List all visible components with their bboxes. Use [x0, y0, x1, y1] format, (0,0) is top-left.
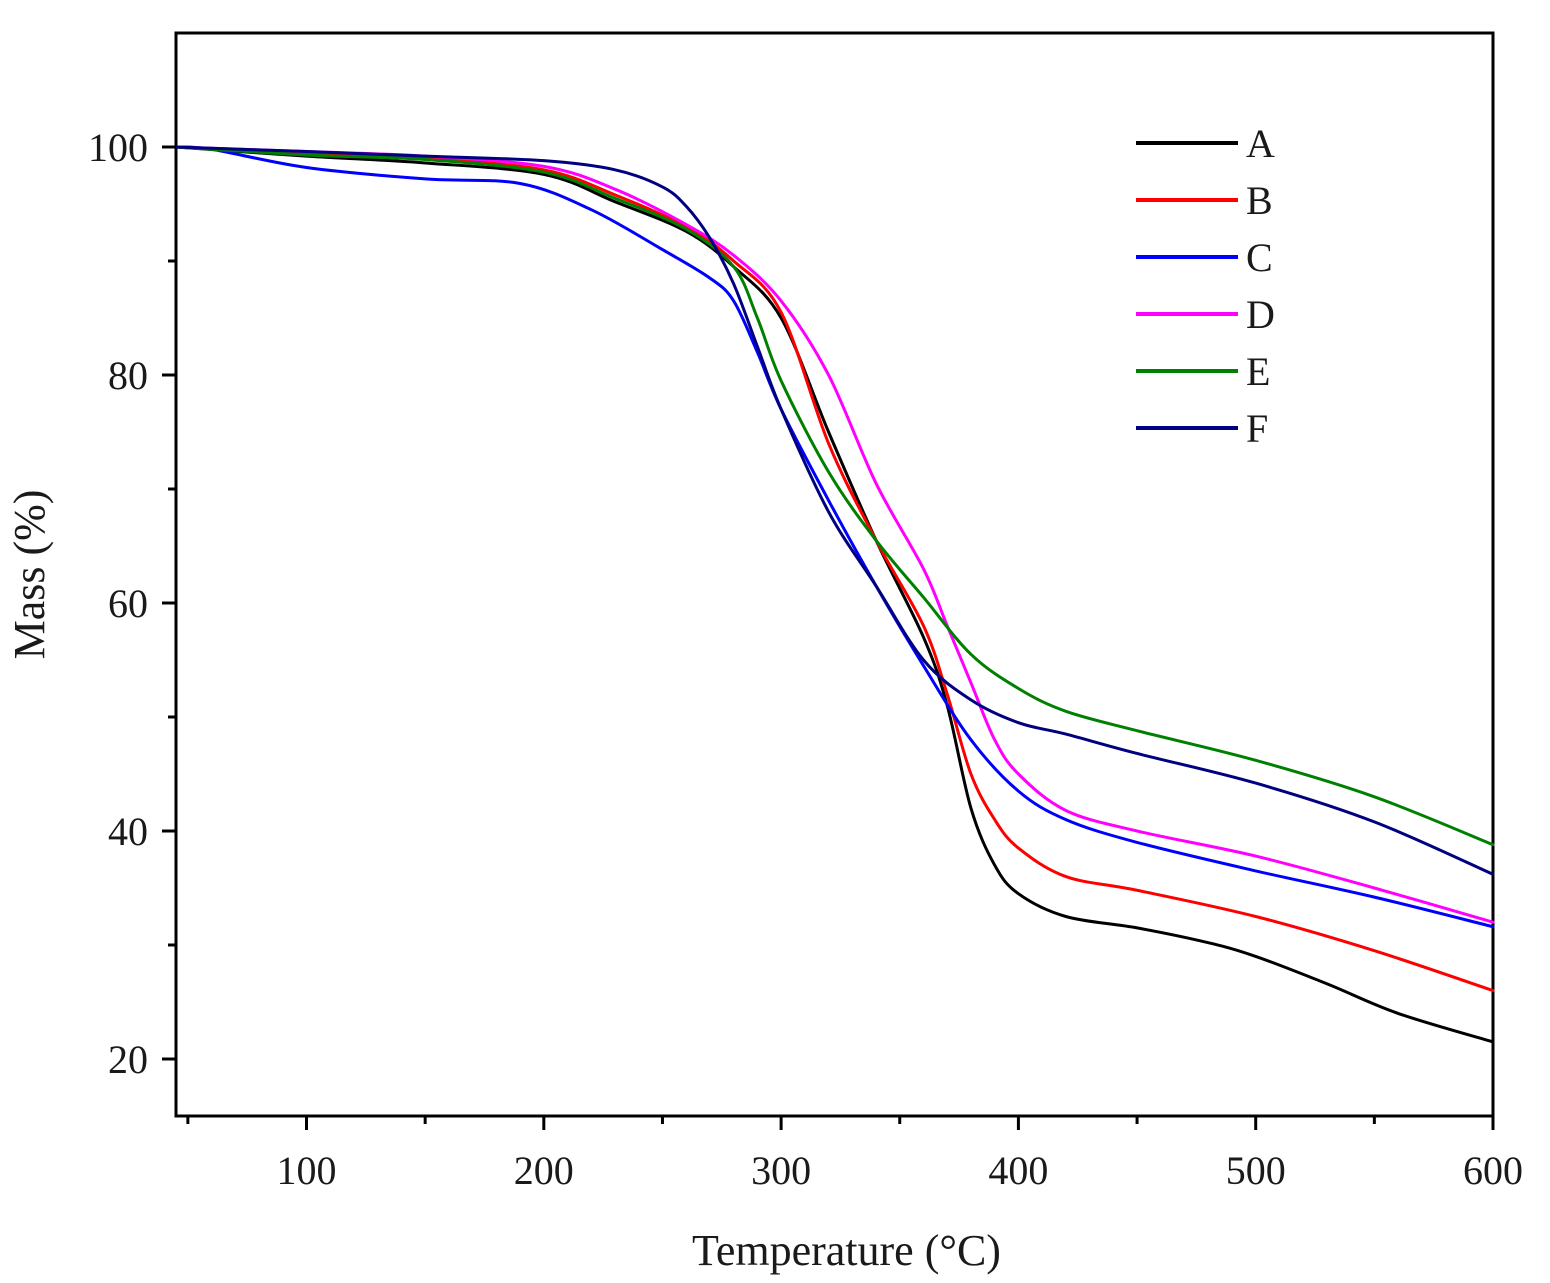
y-tick-label: 20: [108, 1037, 148, 1082]
plot-area: 100 200 300 400 500 600 20 40 60 80 100: [88, 31, 1523, 1193]
legend-item-b: B: [1136, 178, 1273, 223]
legend-label: E: [1246, 349, 1270, 394]
x-axis-title: Temperature (°C): [692, 1226, 1001, 1275]
legend-label: F: [1246, 406, 1268, 451]
y-axis-ticks: 20 40 60 80 100: [88, 125, 176, 1082]
x-tick-label: 300: [751, 1148, 811, 1193]
series-group: [174, 145, 1495, 1044]
legend-item-a: A: [1136, 121, 1275, 166]
legend-item-f: F: [1136, 406, 1268, 451]
plot-frame: [174, 31, 1495, 1118]
y-axis-title: Mass (%): [5, 490, 54, 660]
legend-label: A: [1246, 121, 1275, 166]
series-line-b: [174, 145, 1495, 993]
legend-label: C: [1246, 235, 1273, 280]
legend-label: D: [1246, 292, 1275, 337]
x-axis-ticks: 100 200 300 400 500 600: [186, 1116, 1523, 1193]
y-tick-label: 40: [108, 809, 148, 854]
x-tick-label: 400: [988, 1148, 1048, 1193]
x-tick-label: 500: [1226, 1148, 1286, 1193]
x-tick-label: 100: [277, 1148, 337, 1193]
series-line-d: [174, 145, 1495, 924]
series-line-f: [174, 145, 1495, 876]
legend-item-c: C: [1136, 235, 1273, 280]
series-line-e: [174, 145, 1495, 847]
y-tick-label: 80: [108, 353, 148, 398]
x-tick-label: 200: [514, 1148, 574, 1193]
legend-item-e: E: [1136, 349, 1270, 394]
series-line-c: [174, 145, 1495, 929]
y-tick-label: 60: [108, 581, 148, 626]
legend-label: B: [1246, 178, 1273, 223]
series-line-a: [174, 145, 1495, 1044]
y-tick-label: 100: [88, 125, 148, 170]
legend-item-d: D: [1136, 292, 1275, 337]
x-tick-label: 600: [1463, 1148, 1523, 1193]
